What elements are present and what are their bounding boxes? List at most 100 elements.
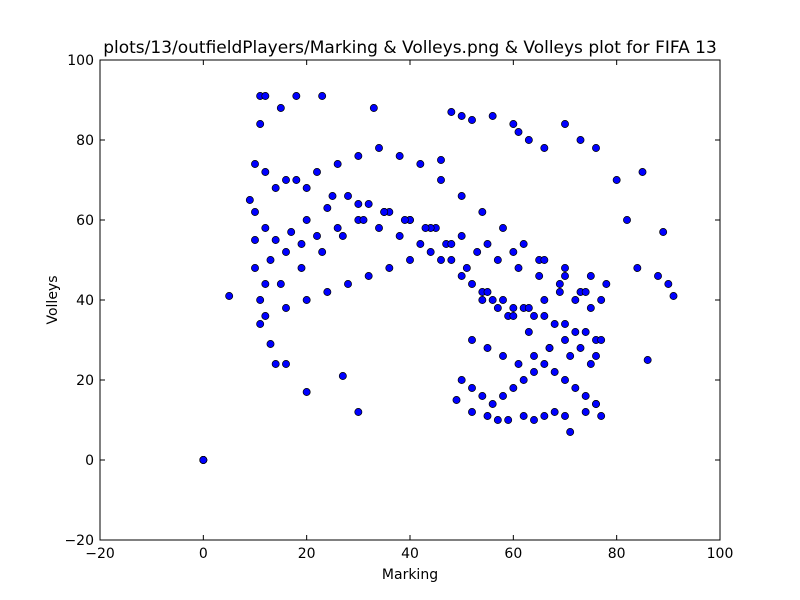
data-point (302, 296, 311, 304)
data-point (483, 344, 492, 352)
data-point (344, 280, 352, 288)
data-point (297, 240, 306, 248)
data-point (524, 136, 533, 144)
data-point (271, 184, 280, 192)
data-point (400, 216, 409, 224)
data-point (509, 304, 518, 312)
data-point (592, 400, 600, 408)
data-point (483, 240, 492, 248)
data-point (292, 92, 301, 100)
data-point (483, 288, 492, 296)
data-point (499, 392, 507, 400)
data-point (571, 328, 580, 336)
data-point (297, 264, 306, 272)
data-point (457, 112, 466, 120)
x-tick-labels: −20 0 20 40 60 80 100 (85, 546, 733, 562)
data-point (261, 168, 270, 176)
data-point (561, 376, 569, 384)
data-point (261, 92, 270, 100)
data-point (566, 428, 575, 436)
data-point (251, 208, 259, 216)
data-point (323, 288, 332, 296)
data-point (256, 320, 265, 328)
data-point (509, 120, 518, 128)
data-point (571, 384, 580, 392)
data-point (561, 264, 569, 272)
x-tick-label: 40 (401, 546, 419, 562)
data-point (302, 184, 311, 192)
data-point (468, 116, 476, 124)
data-point (245, 196, 254, 204)
data-point (488, 112, 497, 120)
data-point (550, 408, 559, 416)
data-point (421, 224, 430, 232)
data-point (581, 288, 590, 296)
data-point (540, 144, 549, 152)
data-point (561, 272, 569, 280)
data-point (271, 360, 280, 368)
data-point (457, 232, 466, 240)
data-point (514, 128, 523, 136)
data-point (664, 280, 673, 288)
data-point (530, 352, 538, 360)
data-point (328, 192, 337, 200)
data-point (256, 120, 265, 128)
data-point (540, 412, 549, 420)
data-point (364, 272, 373, 280)
data-point (261, 224, 270, 232)
data-point (509, 248, 518, 256)
data-point (302, 388, 311, 396)
data-point (225, 292, 234, 300)
data-point (395, 232, 404, 240)
data-point (545, 344, 554, 352)
data-point (199, 456, 208, 464)
data-point (638, 168, 647, 176)
data-point (256, 296, 265, 304)
data-point (530, 312, 538, 320)
chart-title: plots/13/outfieldPlayers/Marking & Volle… (103, 38, 717, 58)
data-point (287, 228, 296, 236)
data-point (276, 104, 285, 112)
data-point (597, 296, 606, 304)
data-point (519, 240, 528, 248)
data-point (282, 360, 290, 368)
data-point (437, 256, 445, 264)
data-point (406, 256, 414, 264)
x-tick-label: 20 (298, 546, 316, 562)
data-point (354, 200, 363, 208)
data-point (271, 236, 280, 244)
data-point (499, 224, 507, 232)
data-point (478, 296, 487, 304)
data-point (437, 156, 445, 164)
data-point (318, 92, 327, 100)
data-point (395, 152, 404, 160)
data-point (282, 304, 290, 312)
data-point (540, 296, 549, 304)
data-point (597, 412, 606, 420)
data-point (468, 408, 476, 416)
data-point (333, 224, 342, 232)
data-point (519, 376, 528, 384)
data-point (643, 356, 652, 364)
data-point (561, 320, 569, 328)
data-point (659, 228, 668, 236)
data-point (447, 256, 456, 264)
data-point (302, 216, 311, 224)
data-point (261, 312, 270, 320)
data-point (462, 264, 471, 272)
plot-frame (99, 59, 721, 541)
data-point (266, 340, 275, 348)
data-point (426, 248, 435, 256)
data-point (457, 192, 466, 200)
data-point (323, 204, 332, 212)
data-point (504, 416, 513, 424)
data-point (540, 256, 549, 264)
data-point (375, 144, 383, 152)
data-point (592, 352, 600, 360)
data-point (493, 304, 502, 312)
data-point (586, 360, 595, 368)
data-point (669, 292, 678, 300)
x-tick-label: −20 (85, 546, 115, 562)
data-point (251, 264, 259, 272)
